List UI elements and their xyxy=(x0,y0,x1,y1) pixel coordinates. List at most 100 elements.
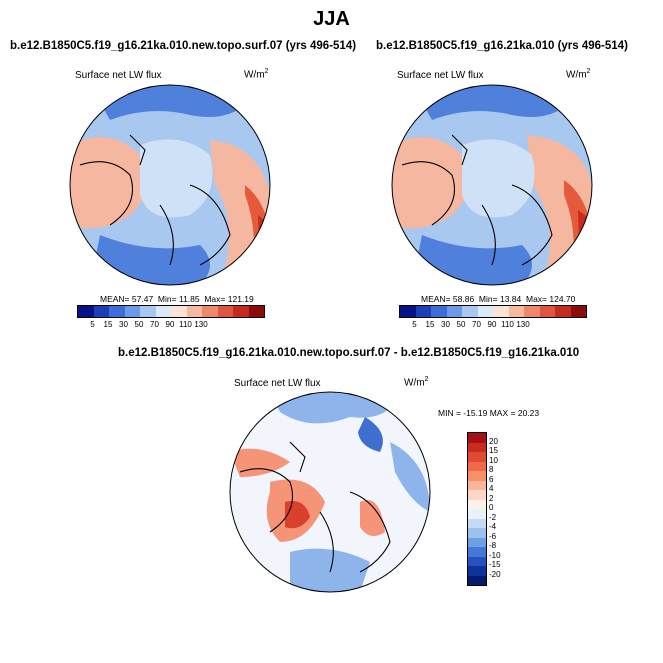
colorbar-tick-label: 2 xyxy=(489,493,494,503)
colorbar-swatch xyxy=(468,518,486,528)
colorbar-tick-label: -20 xyxy=(489,569,501,579)
colorbar-swatch xyxy=(468,537,486,547)
panel-1-title: b.e12.B1850C5.f19_g16.21ka.010.new.topo.… xyxy=(10,40,357,52)
blue-region-east xyxy=(390,442,430,512)
panel-3-units: W/m2 xyxy=(404,376,429,389)
colorbar-swatch xyxy=(431,306,447,317)
colorbar-swatch xyxy=(124,306,140,317)
colorbar-swatch xyxy=(468,499,486,509)
colorbar-tick-label: 70 xyxy=(472,320,481,329)
polar-region xyxy=(462,139,535,218)
colorbar-tick-label: 15 xyxy=(103,320,113,329)
colorbar-tick-label: 0 xyxy=(489,503,494,512)
colorbar-swatch xyxy=(468,442,486,452)
colorbar-tick-label: 130 xyxy=(516,320,530,329)
colorbar-tick-label: 50 xyxy=(456,320,466,329)
colorbar-swatch xyxy=(468,547,486,557)
panel-3-title: b.e12.B1850C5.f19_g16.21ka.010.new.topo.… xyxy=(118,347,580,359)
colorbar-swatch xyxy=(109,306,125,317)
colorbar-swatch xyxy=(468,575,486,585)
panel-2-colorbar xyxy=(399,305,587,318)
coastline xyxy=(401,134,553,266)
panel-2-variable: Surface net LW flux xyxy=(397,70,484,81)
colorbar-tick-label: 110 xyxy=(501,320,514,329)
panel-3-colorbar xyxy=(467,432,487,586)
colorbar-swatch xyxy=(524,306,540,317)
colorbar-tick-label: 4 xyxy=(489,484,494,493)
colorbar-swatch xyxy=(93,306,109,317)
colorbar-swatch xyxy=(477,306,493,317)
panel-1-stats: MEAN= 57.47 Min= 11.85 Max= 121.19 xyxy=(100,294,254,304)
panel-2-units: W/m2 xyxy=(566,68,591,81)
colorbar-swatch xyxy=(400,306,416,317)
red-region-east xyxy=(360,500,385,536)
colorbar-swatch xyxy=(493,306,509,317)
panel-3-map xyxy=(229,391,431,593)
panel-3-stats: MIN = -15.19 MAX = 20.23 xyxy=(438,408,540,418)
colorbar-swatch xyxy=(508,306,524,317)
colorbar-tick-label: -6 xyxy=(489,531,497,541)
panel-1-colorbar-labels: 5 15 30 50 70 90 110 130 xyxy=(77,320,263,330)
colorbar-tick-label: 5 xyxy=(412,320,417,329)
colorbar-tick-label: 15 xyxy=(489,446,498,455)
colorbar-tick-label: 130 xyxy=(194,320,208,329)
polar-region xyxy=(140,139,213,218)
colorbar-swatch xyxy=(570,306,586,317)
colorbar-tick-label: -2 xyxy=(489,512,497,522)
red-region-west xyxy=(230,448,290,477)
panel-1-colorbar xyxy=(77,305,265,318)
colorbar-swatch xyxy=(186,306,202,317)
colorbar-tick-label: 8 xyxy=(489,465,494,474)
figure-title: JJA xyxy=(313,8,350,30)
colorbar-swatch xyxy=(217,306,233,317)
panel-2-colorbar-labels: 5 15 30 50 70 90 110 130 xyxy=(399,320,585,330)
coastline xyxy=(79,134,231,266)
colorbar-swatch xyxy=(233,306,249,317)
panel-3-colorbar-labels: 20 15 10 8 6 4 2 0 -2 -4 -6 -8 -10 -15 -20 xyxy=(489,432,519,584)
colorbar-swatch xyxy=(468,490,486,500)
colorbar-tick-label: 6 xyxy=(489,474,494,484)
colorbar-swatch xyxy=(468,509,486,519)
colorbar-swatch xyxy=(468,433,486,443)
colorbar-swatch xyxy=(248,306,264,317)
colorbar-tick-label: 90 xyxy=(165,320,175,329)
deep-red-region xyxy=(285,501,310,529)
colorbar-tick-label: 5 xyxy=(90,320,95,329)
coastline xyxy=(239,441,391,573)
colorbar-tick-label: 10 xyxy=(489,455,498,465)
map-outline xyxy=(229,391,431,593)
colorbar-swatch xyxy=(468,528,486,538)
panel-1-map xyxy=(69,84,271,286)
colorbar-tick-label: -8 xyxy=(489,541,497,550)
colorbar-swatch xyxy=(202,306,218,317)
colorbar-swatch xyxy=(468,471,486,481)
colorbar-swatch xyxy=(171,306,187,317)
colorbar-tick-label: -15 xyxy=(489,560,501,569)
colorbar-tick-label: 70 xyxy=(150,320,159,329)
colorbar-tick-label: 20 xyxy=(489,436,498,446)
colorbar-tick-label: 50 xyxy=(134,320,144,329)
colorbar-swatch xyxy=(468,461,486,471)
panel-2-title: b.e12.B1850C5.f19_g16.21ka.010 (yrs 496-… xyxy=(376,40,628,52)
colorbar-swatch xyxy=(446,306,462,317)
colorbar-tick-label: 110 xyxy=(179,320,192,329)
colorbar-tick-label: 30 xyxy=(441,320,450,329)
colorbar-tick-label: 15 xyxy=(425,320,435,329)
colorbar-swatch xyxy=(468,480,486,490)
colorbar-swatch xyxy=(78,306,94,317)
blue-region-north xyxy=(270,392,400,424)
colorbar-swatch xyxy=(140,306,156,317)
very-hot-region-east xyxy=(258,215,270,275)
map-outline xyxy=(69,84,271,286)
panel-1-variable: Surface net LW flux xyxy=(75,70,162,81)
colorbar-swatch xyxy=(462,306,478,317)
colorbar-tick-label: 30 xyxy=(119,320,128,329)
colorbar-swatch xyxy=(468,566,486,576)
colorbar-swatch xyxy=(539,306,555,317)
colorbar-tick-label: 90 xyxy=(487,320,497,329)
deep-blue-region-ne xyxy=(358,417,383,452)
colorbar-swatch xyxy=(468,452,486,462)
colorbar-tick-label: -4 xyxy=(489,522,497,531)
colorbar-swatch xyxy=(555,306,571,317)
map-outline xyxy=(391,84,593,286)
